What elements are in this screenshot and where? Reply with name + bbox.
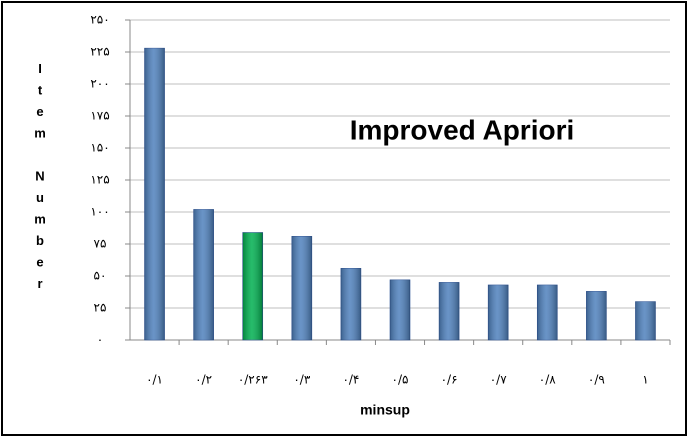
bar-shade (586, 291, 607, 340)
y-tick-label: ۱۰۰ (90, 205, 109, 219)
x-tick-label: ۰/۴ (342, 373, 359, 387)
x-tick-label: ۰/۲۶۳ (238, 373, 268, 387)
bar-shade (488, 284, 509, 340)
bar-shade (242, 232, 263, 340)
bar-shade (635, 301, 656, 340)
x-tick-label: ۰/۳ (293, 373, 310, 387)
y-tick-label: ۲۰۰ (90, 77, 109, 91)
y-tick-label: ۱۵۰ (90, 141, 109, 155)
x-tick-label: ۰/۵ (392, 373, 409, 387)
x-tick-label: ۰/۷ (490, 373, 507, 387)
x-axis-label: minsup (360, 402, 410, 418)
y-tick-label: ۲۵۰ (90, 13, 109, 27)
bar-shade (390, 279, 410, 340)
chart-title: Improved Apriori (350, 114, 575, 145)
x-tick-label: ۰/۱ (146, 373, 163, 387)
y-tick-label: ۵۰ (94, 269, 107, 283)
y-tick-label: ۱۷۵ (90, 109, 109, 123)
x-tick-label: ۰/۸ (539, 373, 556, 387)
x-tick-label: ۰/۲ (195, 373, 212, 387)
y-tick-label: ۷۵ (94, 237, 107, 251)
x-tick-label: ۱ (642, 373, 648, 387)
bar-shade (291, 236, 312, 340)
bar-shade (537, 284, 558, 340)
bar-shade (193, 209, 214, 340)
bar-shade (340, 268, 361, 340)
bar-shade (144, 48, 165, 340)
x-tick-label: ۰/۶ (441, 373, 458, 387)
y-tick-label: ۲۲۵ (90, 45, 109, 59)
y-tick-label: ۰ (97, 333, 103, 347)
x-tick-label: ۰/۹ (588, 373, 605, 387)
y-tick-label: ۲۵ (94, 301, 107, 315)
y-tick-label: ۱۲۵ (90, 173, 109, 187)
bar-shade (439, 282, 460, 340)
